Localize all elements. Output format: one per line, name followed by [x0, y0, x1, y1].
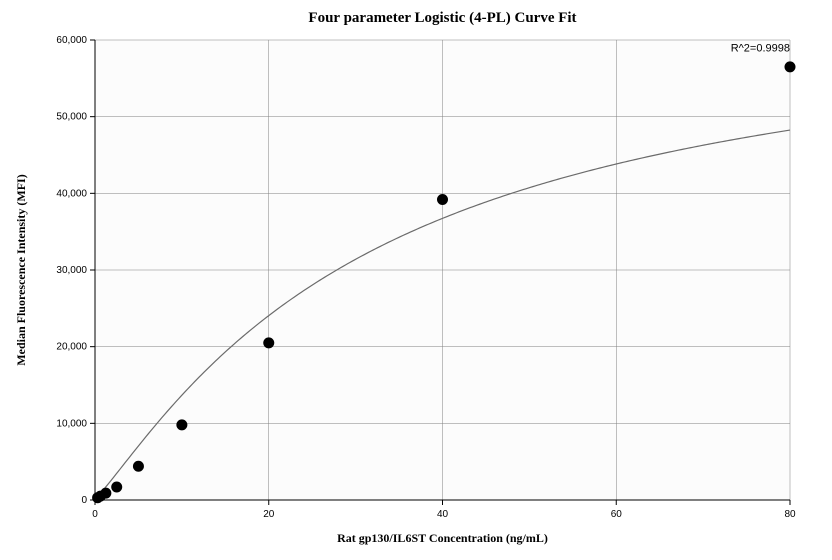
- y-tick-label: 30,000: [56, 265, 87, 276]
- chart-container: 0 20 40 60 80 0 10,000 20,000 30,000 40,000 50,000…: [0, 0, 832, 560]
- x-tick-label: 0: [92, 509, 98, 520]
- r-squared-annotation: R^2=0.9998: [731, 43, 790, 55]
- chart-svg: 0 20 40 60 80 0 10,000 20,000 30,000 40,000 50,000…: [0, 0, 832, 560]
- data-point: [133, 461, 143, 471]
- data-point: [438, 194, 448, 204]
- y-tick-label: 0: [81, 495, 87, 506]
- x-tick-label: 40: [437, 509, 449, 520]
- y-tick-label: 60,000: [56, 35, 87, 46]
- y-tick-label: 50,000: [56, 112, 87, 123]
- y-tick-label: 40,000: [56, 188, 87, 199]
- x-tick-label: 80: [784, 509, 796, 520]
- x-axis-label: Rat gp130/IL6ST Concentration (ng/mL): [337, 531, 548, 545]
- data-point: [101, 488, 111, 498]
- y-tick-label: 10,000: [56, 418, 87, 429]
- data-point: [785, 62, 795, 72]
- data-point: [264, 338, 274, 348]
- y-tick-label: 20,000: [56, 342, 87, 353]
- data-point: [177, 420, 187, 430]
- x-tick-label: 60: [611, 509, 623, 520]
- chart-title: Four parameter Logistic (4-PL) Curve Fit: [308, 10, 576, 26]
- x-tick-label: 20: [263, 509, 275, 520]
- data-point: [112, 482, 122, 492]
- y-axis-label: Median Fluorescence Intensity (MFI): [14, 174, 28, 365]
